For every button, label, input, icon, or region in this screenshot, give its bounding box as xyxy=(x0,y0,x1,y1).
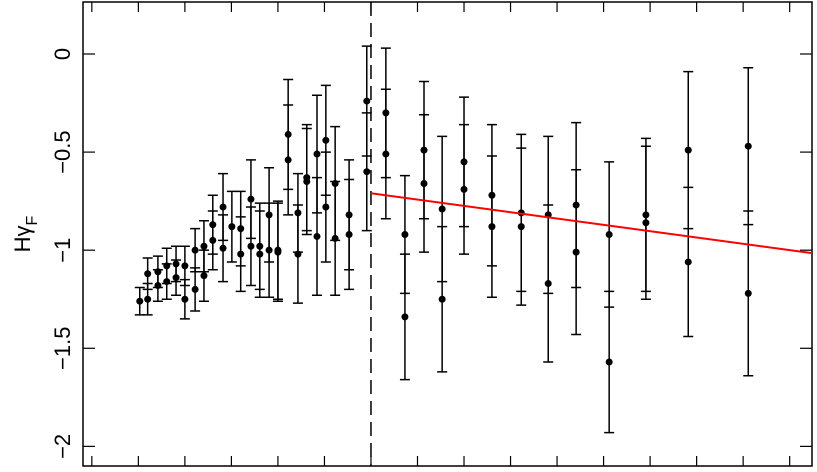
data-point xyxy=(438,295,446,303)
data-point xyxy=(294,250,302,258)
data-point xyxy=(438,205,446,213)
fit-line xyxy=(370,192,813,255)
data-point xyxy=(744,142,752,150)
y-label-main: Hγ xyxy=(10,225,35,252)
data-point xyxy=(274,248,282,256)
data-point xyxy=(191,246,199,254)
data-point xyxy=(136,297,144,305)
data-point xyxy=(744,289,752,297)
data-point xyxy=(322,203,330,211)
y-tick-label: −0.5 xyxy=(50,130,75,173)
data-point xyxy=(488,223,496,231)
data-point xyxy=(209,221,217,229)
data-point xyxy=(684,258,692,266)
y-label-sub: F xyxy=(24,215,41,225)
data-point xyxy=(401,313,409,321)
data-point xyxy=(144,295,152,303)
data-point xyxy=(144,270,152,278)
data-point xyxy=(544,280,552,288)
data-point xyxy=(154,268,162,276)
data-point xyxy=(219,203,227,211)
data-point xyxy=(191,285,199,293)
y-tick-label: 0 xyxy=(50,48,75,60)
data-point xyxy=(265,211,273,219)
data-point xyxy=(605,358,613,366)
data-point xyxy=(331,234,339,242)
data-point xyxy=(642,219,650,227)
y-axis-label: HγF xyxy=(10,215,41,252)
y-tick-label: −1 xyxy=(50,238,75,263)
data-point xyxy=(382,150,390,158)
data-point xyxy=(181,295,189,303)
data-point xyxy=(460,185,468,193)
data-point xyxy=(228,223,236,231)
data-point xyxy=(256,242,264,250)
data-point xyxy=(605,230,613,238)
data-point xyxy=(284,156,292,164)
data-point xyxy=(247,195,255,203)
data-point xyxy=(247,242,255,250)
data-point xyxy=(163,262,171,270)
data-point xyxy=(363,168,371,176)
data-point xyxy=(572,248,580,256)
y-tick-label: −1.5 xyxy=(50,327,75,370)
plot-frame xyxy=(82,1,813,467)
y-tick-label: −2 xyxy=(50,434,75,459)
data-point xyxy=(363,97,371,105)
data-point xyxy=(322,136,330,144)
data-point xyxy=(313,150,321,158)
data-point xyxy=(401,230,409,238)
data-point xyxy=(219,244,227,252)
data-point xyxy=(172,260,180,268)
data-point xyxy=(237,225,245,233)
data-point xyxy=(303,178,311,186)
data-point xyxy=(313,232,321,240)
data-point xyxy=(181,262,189,270)
data-point xyxy=(200,272,208,280)
data-point xyxy=(345,230,353,238)
data-point xyxy=(420,179,428,187)
data-point xyxy=(684,146,692,154)
data-point xyxy=(517,223,525,231)
data-point xyxy=(200,242,208,250)
